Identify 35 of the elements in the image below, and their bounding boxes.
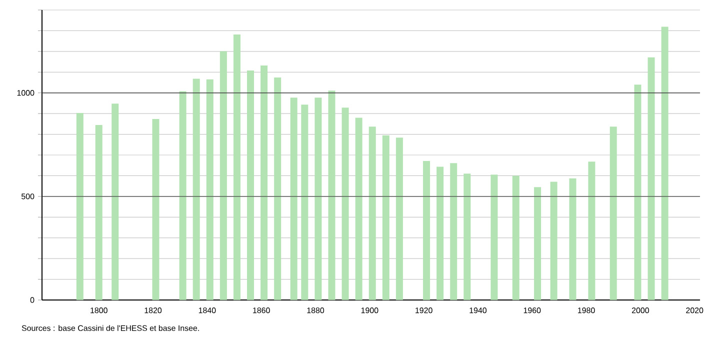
bar (634, 84, 642, 300)
bar (274, 78, 282, 300)
bar (206, 79, 214, 300)
bar (95, 124, 102, 300)
bar (314, 98, 322, 300)
bar (610, 126, 617, 300)
bar (550, 182, 558, 300)
bar (328, 90, 336, 300)
bar (648, 57, 655, 300)
bar (220, 51, 227, 300)
bar (233, 34, 240, 300)
bar (152, 118, 160, 300)
bar (661, 26, 668, 300)
bar (301, 104, 308, 300)
bar (396, 138, 403, 300)
bar (260, 66, 268, 300)
bar (247, 70, 254, 300)
bar (112, 104, 119, 300)
bar (534, 187, 542, 300)
bar (368, 126, 376, 300)
bar (76, 112, 84, 300)
bar (450, 163, 458, 300)
bar (179, 91, 186, 300)
bar (382, 135, 390, 300)
bar (569, 178, 576, 300)
bar (436, 166, 444, 300)
bar (342, 108, 349, 300)
bar (512, 176, 520, 300)
bar (588, 162, 596, 300)
bar (355, 118, 362, 300)
bar (490, 174, 498, 300)
bar (192, 78, 200, 300)
bar (423, 161, 430, 300)
bar (290, 98, 298, 300)
bar (464, 174, 471, 300)
